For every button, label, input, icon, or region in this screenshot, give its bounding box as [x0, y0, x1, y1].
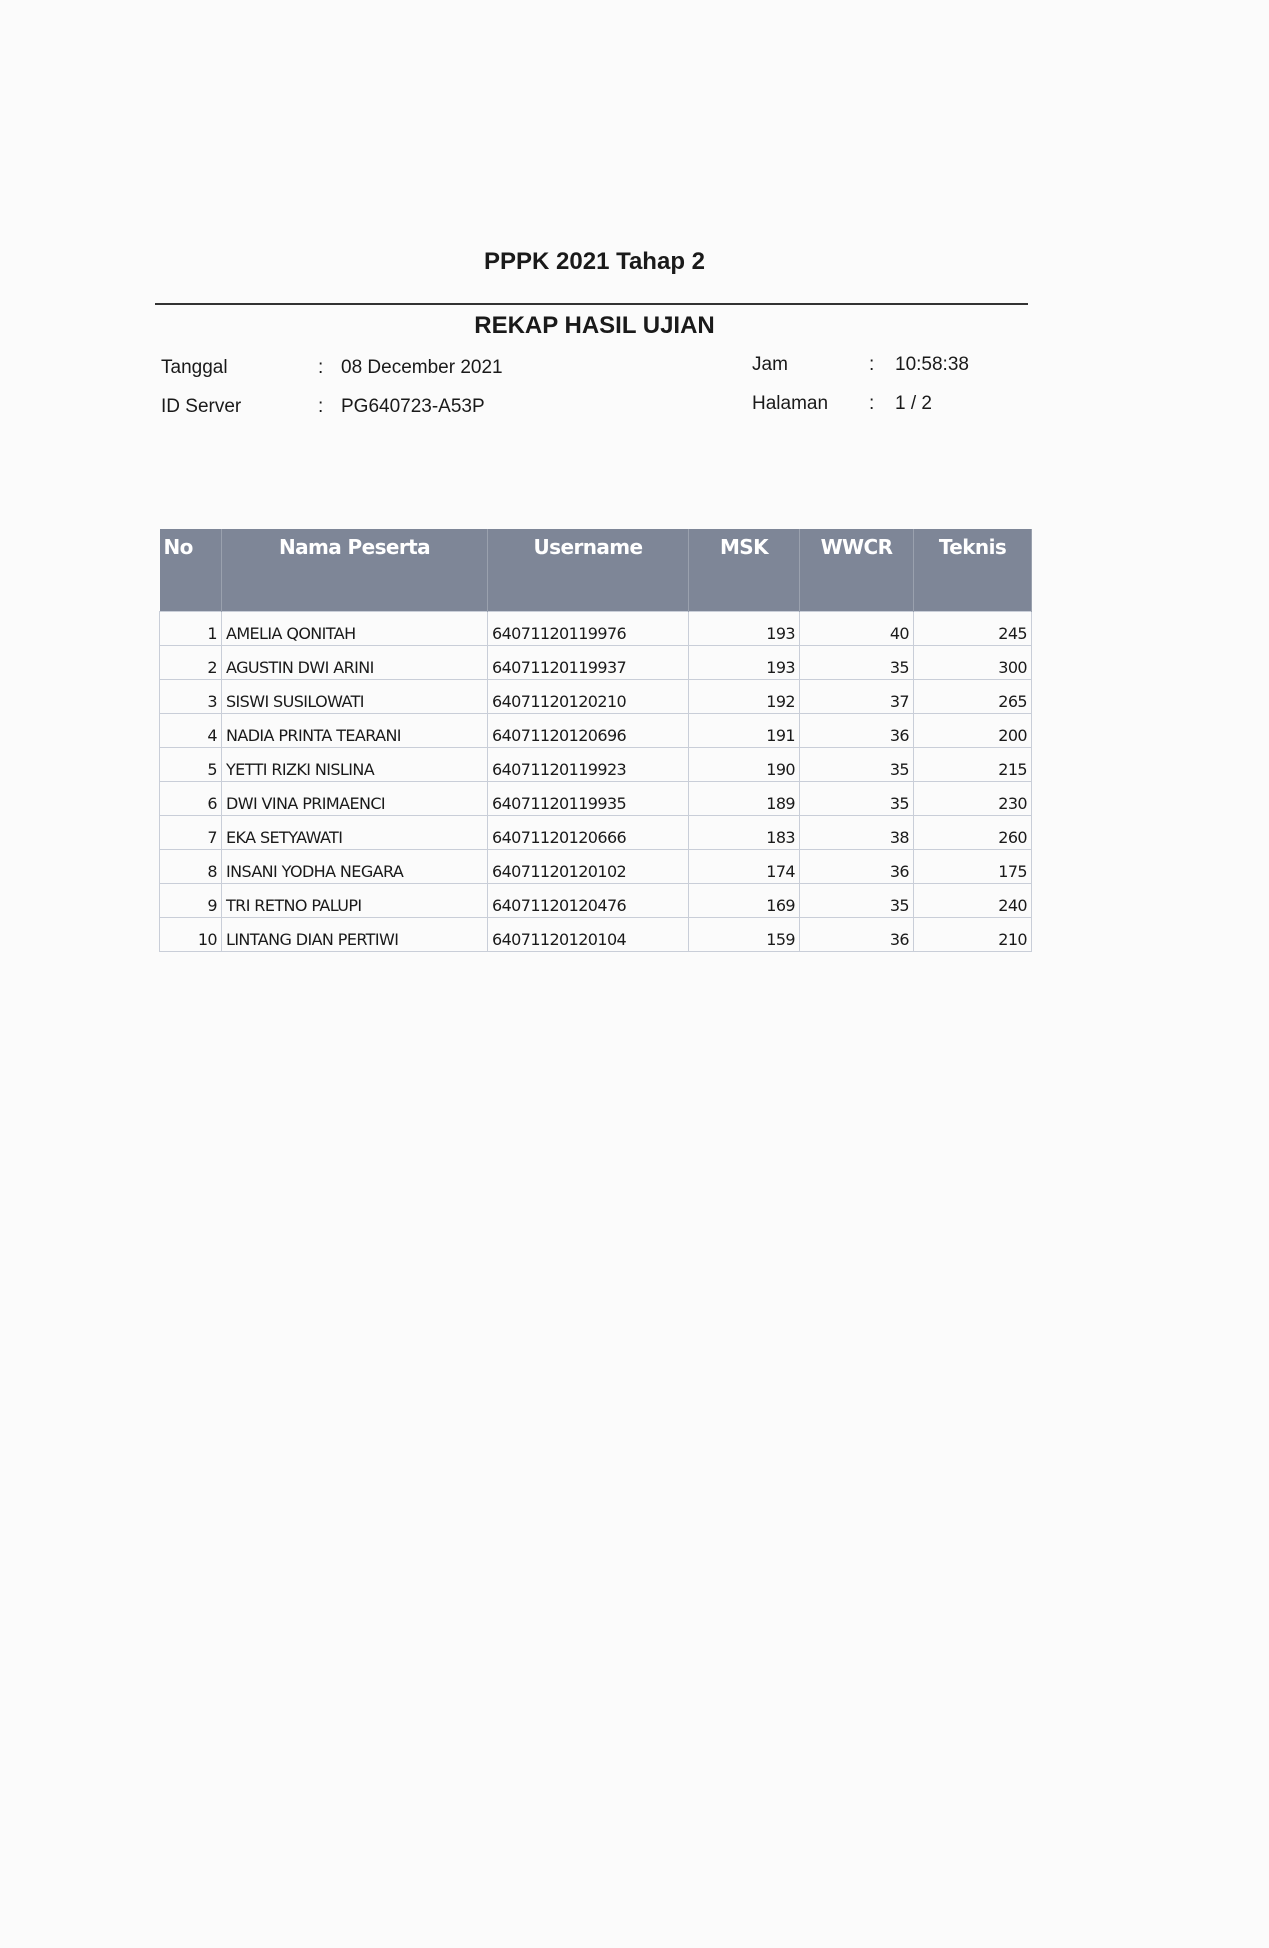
document-subtitle: REKAP HASIL UJIAN: [474, 312, 715, 339]
column-header: Nama Peserta: [221, 529, 488, 612]
table-cell: 64071120119935: [487, 781, 689, 816]
table-cell: 169: [688, 883, 800, 918]
table-cell: 240: [913, 883, 1032, 918]
separator: :: [869, 354, 875, 375]
table-cell: 64071120120696: [487, 713, 689, 748]
table-row: 1 AMELIA QONITAH 64071120119976 193 40 245: [159, 611, 1032, 646]
table-cell: 7: [159, 815, 222, 850]
table-cell: 3: [159, 679, 222, 714]
table-cell: NADIA PRINTA TEARANI: [221, 713, 488, 748]
table-cell: 37: [799, 679, 914, 714]
jam-value: 10:58:38: [895, 354, 969, 375]
table-row: 8 INSANI YODHA NEGARA 64071120120102 174 36 1…: [159, 849, 1032, 884]
table-cell: 64071120120210: [487, 679, 689, 714]
table-cell: 35: [799, 645, 914, 680]
table-cell: 40: [799, 611, 914, 646]
table-cell: DWI VINA PRIMAENCI: [221, 781, 488, 816]
table-cell: 64071120119923: [487, 747, 689, 782]
table-row: 7 EKA SETYAWATI 64071120120666 183 38 260: [159, 815, 1032, 850]
table-cell: 35: [799, 747, 914, 782]
table-row: 9 TRI RETNO PALUPI 64071120120476 169 35 240: [159, 883, 1032, 918]
table-cell: 193: [688, 645, 800, 680]
table-cell: 64071120120104: [487, 917, 689, 952]
table-row: 3 SISWI SUSILOWATI 64071120120210 192 37 265: [159, 679, 1032, 714]
table-cell: 215: [913, 747, 1032, 782]
table-cell: 192: [688, 679, 800, 714]
table-cell: TRI RETNO PALUPI: [221, 883, 488, 918]
table-cell: 200: [913, 713, 1032, 748]
column-header: Username: [487, 529, 689, 612]
divider: [155, 303, 1028, 305]
table-cell: 174: [688, 849, 800, 884]
table-cell: SISWI SUSILOWATI: [221, 679, 488, 714]
table-cell: 8: [159, 849, 222, 884]
table-cell: 159: [688, 917, 800, 952]
results-table: No Nama Peserta Username MSK WWCR Teknis 1 AME…: [159, 529, 1032, 952]
table-cell: LINTANG DIAN PERTIWI: [221, 917, 488, 952]
table-cell: 64071120119937: [487, 645, 689, 680]
table-cell: 36: [799, 849, 914, 884]
table-cell: 175: [913, 849, 1032, 884]
table-cell: 189: [688, 781, 800, 816]
table-cell: 64071120120666: [487, 815, 689, 850]
table-cell: 6: [159, 781, 222, 816]
separator: :: [318, 357, 324, 378]
table-cell: YETTI RIZKI NISLINA: [221, 747, 488, 782]
tanggal-value: 08 December 2021: [341, 357, 503, 378]
column-header: Teknis: [913, 529, 1032, 612]
table-cell: 4: [159, 713, 222, 748]
document-title: PPPK 2021 Tahap 2: [484, 248, 705, 275]
table-cell: 35: [799, 781, 914, 816]
table-cell: 64071120120102: [487, 849, 689, 884]
table-cell: 38: [799, 815, 914, 850]
separator: :: [869, 393, 875, 414]
table-cell: 210: [913, 917, 1032, 952]
server-value: PG640723-A53P: [341, 396, 485, 417]
table-cell: 193: [688, 611, 800, 646]
table-cell: 190: [688, 747, 800, 782]
table-cell: 10: [159, 917, 222, 952]
halaman-value: 1 / 2: [895, 393, 932, 414]
table-cell: 36: [799, 917, 914, 952]
table-row: 2 AGUSTIN DWI ARINI 64071120119937 193 35 300: [159, 645, 1032, 680]
table-cell: 260: [913, 815, 1032, 850]
table-row: 6 DWI VINA PRIMAENCI 64071120119935 189 35 23…: [159, 781, 1032, 816]
table-cell: 191: [688, 713, 800, 748]
table-cell: 64071120119976: [487, 611, 689, 646]
table-cell: 265: [913, 679, 1032, 714]
column-header: WWCR: [799, 529, 914, 612]
table-cell: AMELIA QONITAH: [221, 611, 488, 646]
table-cell: 36: [799, 713, 914, 748]
table-cell: 300: [913, 645, 1032, 680]
column-header: No: [159, 529, 222, 612]
table-row: 4 NADIA PRINTA TEARANI 64071120120696 191 36…: [159, 713, 1032, 748]
table-cell: 183: [688, 815, 800, 850]
server-label: ID Server: [161, 396, 242, 417]
jam-label: Jam: [752, 354, 788, 375]
halaman-label: Halaman: [752, 393, 829, 414]
table-cell: 230: [913, 781, 1032, 816]
table-cell: EKA SETYAWATI: [221, 815, 488, 850]
table-cell: 1: [159, 611, 222, 646]
table-row: 10 LINTANG DIAN PERTIWI 64071120120104 159 3…: [159, 917, 1032, 952]
table-cell: INSANI YODHA NEGARA: [221, 849, 488, 884]
table-cell: 245: [913, 611, 1032, 646]
table-row: 5 YETTI RIZKI NISLINA 64071120119923 190 35 2…: [159, 747, 1032, 782]
table-cell: 9: [159, 883, 222, 918]
tanggal-label: Tanggal: [161, 357, 228, 378]
table-cell: 2: [159, 645, 222, 680]
table-cell: 64071120120476: [487, 883, 689, 918]
table-cell: 5: [159, 747, 222, 782]
column-header: MSK: [688, 529, 800, 612]
table-cell: 35: [799, 883, 914, 918]
separator: :: [318, 396, 324, 417]
table-cell: AGUSTIN DWI ARINI: [221, 645, 488, 680]
